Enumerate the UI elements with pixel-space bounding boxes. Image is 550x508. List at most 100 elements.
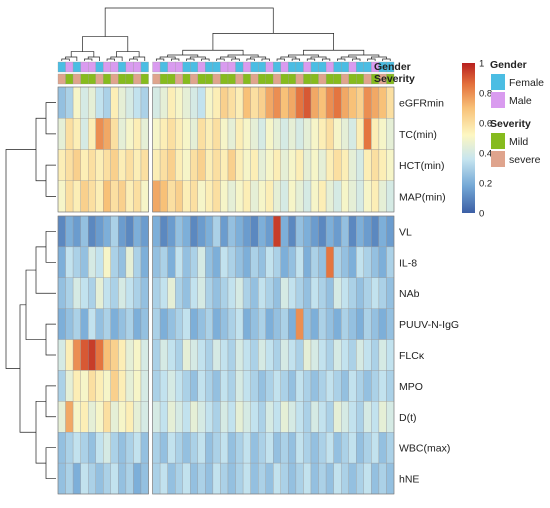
- heatmap-cell: [348, 308, 357, 340]
- heatmap-cell: [363, 339, 372, 371]
- heatmap-cell: [265, 277, 274, 309]
- gender-cell: [250, 61, 259, 73]
- heatmap-cell: [80, 215, 89, 248]
- heatmap-cell: [88, 86, 96, 119]
- heatmap-cell: [265, 215, 274, 248]
- heatmap-cell: [159, 86, 168, 119]
- heatmap-cell: [258, 401, 266, 433]
- heatmap-cell: [310, 180, 319, 213]
- heatmap-cell: [103, 118, 111, 150]
- heatmap-cell: [258, 215, 266, 248]
- heatmap-cell: [140, 149, 149, 181]
- gender-cell: [273, 61, 281, 73]
- heatmap-cell: [175, 401, 183, 433]
- heatmap-cell: [220, 432, 229, 464]
- heatmap-cell: [140, 246, 149, 278]
- dendrogram-branch: [45, 231, 56, 263]
- dendrogram-branch: [337, 58, 346, 61]
- heatmap-cell: [235, 339, 244, 371]
- heatmap-cell: [197, 308, 206, 340]
- heatmap-cell: [57, 401, 66, 433]
- heatmap-cell: [190, 215, 198, 248]
- legend-label-severe: severe: [509, 154, 541, 166]
- heatmap-cell: [103, 149, 111, 181]
- heatmap-cell: [227, 462, 236, 495]
- heatmap-cell: [103, 401, 111, 433]
- annotation-tracks: [57, 61, 395, 85]
- heatmap-cell: [110, 370, 119, 402]
- heatmap-cell: [110, 308, 119, 340]
- dendrogram-branch: [291, 58, 301, 61]
- heatmap-cell: [140, 462, 149, 495]
- heatmap-cell: [212, 246, 221, 278]
- heatmap-cell: [95, 215, 104, 248]
- heatmap-cell: [333, 401, 342, 433]
- heatmap-cell: [88, 432, 96, 464]
- dendrogram-branch: [35, 117, 46, 182]
- heatmap-cell: [363, 215, 372, 248]
- row-label: D(t): [399, 412, 417, 424]
- heatmap-cell: [258, 86, 266, 119]
- heatmap-cell: [303, 308, 312, 340]
- heatmap-cell: [356, 149, 364, 181]
- severity-cell: [235, 73, 244, 85]
- gender-cell: [363, 61, 372, 73]
- gender-cell: [190, 61, 198, 73]
- heatmap-cell: [386, 277, 395, 309]
- heatmap-cell: [348, 86, 357, 119]
- heatmap-cell: [80, 180, 89, 213]
- heatmap-cell: [258, 308, 266, 340]
- heatmap-cell: [88, 215, 96, 248]
- heatmap-cell: [348, 432, 357, 464]
- heatmap-cell: [348, 370, 357, 402]
- heatmap-cell: [125, 180, 134, 213]
- heatmap-cell: [310, 277, 319, 309]
- heatmap-cell: [386, 432, 395, 464]
- heatmap-cell: [303, 339, 312, 371]
- heatmap-cell: [220, 370, 229, 402]
- heatmap-cell: [140, 215, 149, 248]
- heatmap-cell: [318, 246, 327, 278]
- heatmap-cell: [167, 149, 176, 181]
- heatmap-cell: [88, 370, 96, 402]
- heatmap-cell: [341, 308, 349, 340]
- gender-cell: [182, 61, 191, 73]
- heatmap-cell: [348, 339, 357, 371]
- heatmap-cell: [386, 149, 395, 181]
- gender-cell: [341, 61, 349, 73]
- dendrogram-branch: [306, 58, 316, 61]
- heatmap-cell: [250, 401, 259, 433]
- heatmap-cell: [125, 86, 134, 119]
- heatmap-cell: [356, 277, 364, 309]
- heatmap-cell: [175, 308, 183, 340]
- heatmap-cell: [159, 215, 168, 248]
- heatmap-cell: [356, 432, 364, 464]
- heatmap-cell: [205, 118, 214, 150]
- heatmap-cell: [258, 180, 266, 213]
- heatmap-cell: [258, 339, 266, 371]
- heatmap-cell: [295, 149, 304, 181]
- heatmap-cell: [190, 339, 198, 371]
- heatmap-cell: [72, 180, 81, 213]
- heatmap-cell: [273, 432, 281, 464]
- legend-swatch-severe: [491, 151, 505, 167]
- severity-cell: [333, 73, 342, 85]
- heatmap-cell: [371, 370, 380, 402]
- heatmap-cell: [182, 215, 191, 248]
- heatmap-cell: [72, 277, 81, 309]
- heatmap-cell: [258, 277, 266, 309]
- dendrogram-branch: [212, 33, 334, 51]
- dendrogram-branch: [35, 400, 46, 464]
- severity-cell: [250, 73, 259, 85]
- severity-cell: [133, 73, 142, 85]
- heatmap-cell: [356, 370, 364, 402]
- gender-cell: [125, 61, 134, 73]
- heatmap-cell: [295, 180, 304, 213]
- gender-cell: [175, 61, 183, 73]
- heatmap-cell: [125, 462, 134, 495]
- heatmap-cell: [80, 86, 89, 119]
- heatmap-cell: [227, 370, 236, 402]
- heatmap-cell: [72, 462, 81, 495]
- heatmap-cell: [118, 86, 127, 119]
